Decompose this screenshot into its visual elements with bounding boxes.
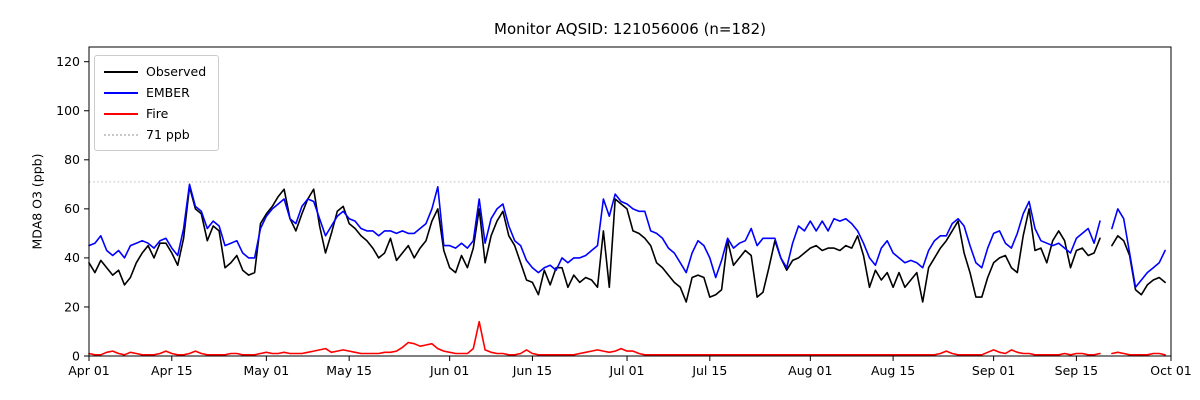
x-tick-label: Jul 15 [691,363,727,378]
axis-layer: 0 20 40 60 80 100 120 Apr 01 Apr 15 May 01 May 15 J… [56,54,1192,378]
legend-label-observed: Observed [146,64,207,79]
ember-line-sample-icon [104,91,138,94]
plot-frame [88,46,1172,357]
y-tick-label: 40 [64,250,80,265]
x-tick-label: Jul 01 [609,363,645,378]
observed-line [88,186,1166,303]
legend-label-threshold: 71 ppb [146,127,190,142]
y-tick-label: 80 [64,152,80,167]
y-tick-label: 100 [56,103,80,118]
legend-row-ember: EMBER [104,82,206,103]
series-layer [88,183,1166,356]
y-tick-label: 20 [64,299,80,314]
x-tick-label: Sep 15 [1055,363,1098,378]
legend-row-threshold: 71 ppb [104,124,206,145]
y-tick-label: 60 [64,201,80,216]
fire-line-sample-icon [104,112,138,115]
x-tick-label: Jun 15 [512,363,552,378]
legend-row-fire: Fire [104,103,206,124]
x-tick-label: Sep 01 [972,363,1015,378]
y-tick-label: 0 [72,348,80,363]
ember-line [88,183,1166,289]
x-tick-label: Apr 01 [68,363,110,378]
x-tick-label: May 15 [326,363,372,378]
legend-row-observed: Observed [104,61,206,82]
y-axis-label: MDA8 O3 (ppb) [29,153,45,250]
legend-label-fire: Fire [146,106,169,121]
chart-title: Monitor AQSID: 121056006 (n=182) [494,20,766,38]
legend: Observed EMBER Fire 71 ppb [94,55,220,151]
legend-label-ember: EMBER [146,85,190,100]
x-tick-label: Jun 01 [429,363,469,378]
threshold-line-sample-icon [104,133,138,136]
observed-line-sample-icon [104,70,138,73]
x-tick-label: Aug 15 [871,363,915,378]
x-tick-label: Oct 01 [1150,363,1192,378]
x-tick-label: Apr 15 [151,363,193,378]
y-tick-label: 120 [56,54,80,69]
fire-line [88,320,1166,356]
x-tick-label: May 01 [244,363,290,378]
x-tick-label: Aug 01 [788,363,832,378]
